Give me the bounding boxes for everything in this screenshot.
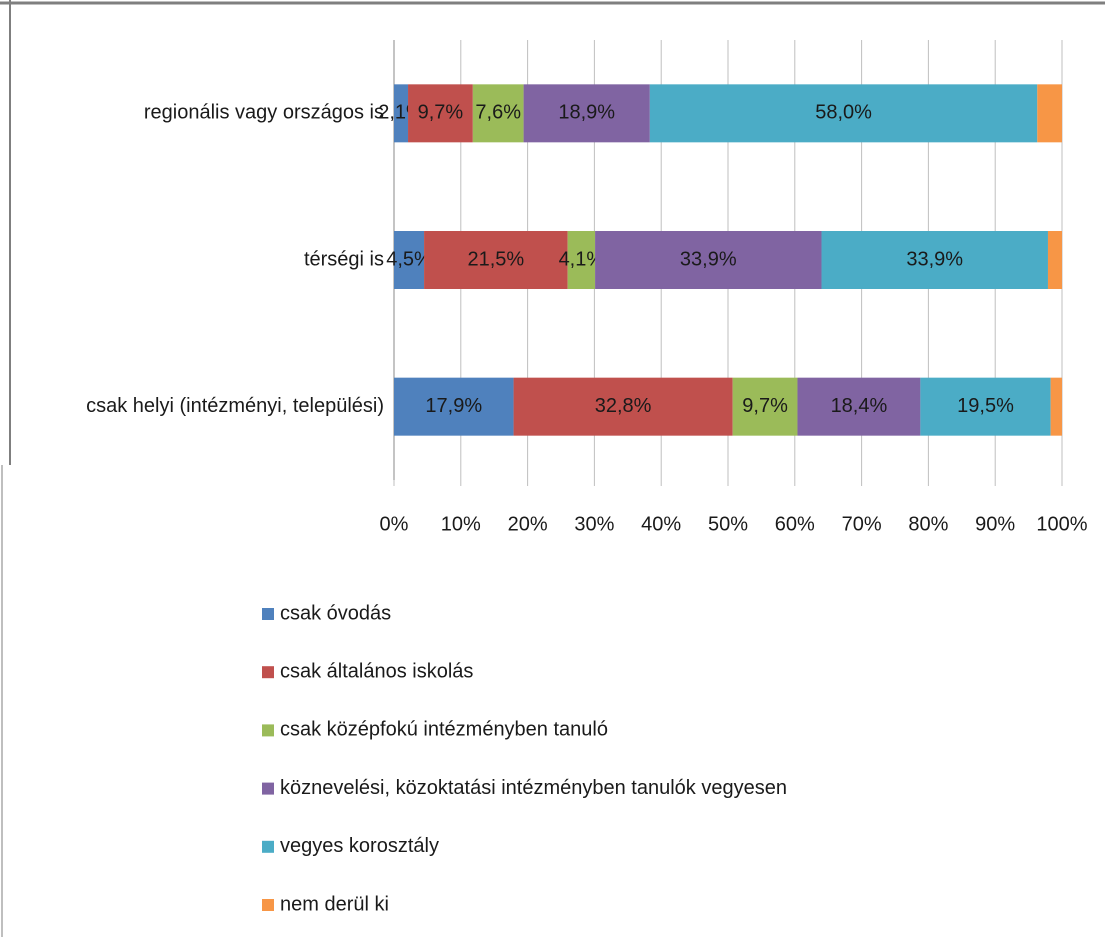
bar-segment bbox=[595, 231, 822, 289]
bar-segment bbox=[408, 84, 473, 143]
bar-segment bbox=[797, 377, 921, 436]
x-tick-label: 100% bbox=[1036, 513, 1087, 535]
legend-label: nem derül ki bbox=[280, 893, 389, 915]
data-label: 32,8% bbox=[595, 395, 652, 417]
x-tick-label: 60% bbox=[775, 513, 815, 535]
y-tick-label: regionális vagy országos is bbox=[144, 102, 384, 124]
data-label: 19,5% bbox=[957, 395, 1014, 417]
data-label: 17,9% bbox=[425, 395, 482, 417]
data-label: 9,7% bbox=[742, 395, 788, 417]
bar-segment bbox=[523, 84, 650, 143]
legend-swatch bbox=[262, 724, 274, 737]
bar-segment bbox=[394, 377, 514, 436]
bar-segment bbox=[1037, 84, 1062, 143]
bar-segment bbox=[513, 377, 733, 436]
bar-segment bbox=[472, 84, 524, 143]
bar-segment bbox=[732, 377, 798, 436]
x-tick-label: 20% bbox=[508, 513, 548, 535]
x-tick-label: 40% bbox=[641, 513, 681, 535]
legend-swatch bbox=[262, 782, 274, 795]
data-label: 21,5% bbox=[468, 248, 525, 270]
data-label: 33,9% bbox=[680, 248, 737, 270]
x-tick-label: 70% bbox=[842, 513, 882, 535]
bar-segment bbox=[821, 231, 1048, 289]
legend-swatch bbox=[262, 666, 274, 679]
data-label: 58,0% bbox=[815, 102, 872, 124]
data-label: 4,5% bbox=[386, 248, 432, 270]
x-tick-label: 90% bbox=[975, 513, 1015, 535]
legend-label: vegyes korosztály bbox=[280, 835, 439, 857]
data-label: 9,7% bbox=[418, 102, 464, 124]
data-label: 18,9% bbox=[558, 102, 615, 124]
x-tick-label: 10% bbox=[441, 513, 481, 535]
legend-label: csak általános iskolás bbox=[280, 660, 473, 682]
y-tick-label: csak helyi (intézményi, települési) bbox=[86, 395, 384, 417]
bar-segment bbox=[567, 231, 596, 289]
data-label: 18,4% bbox=[831, 395, 888, 417]
x-tick-label: 80% bbox=[908, 513, 948, 535]
legend-label: csak középfokú intézményben tanuló bbox=[280, 719, 608, 741]
bar-segment bbox=[1050, 377, 1062, 436]
bar-segment bbox=[649, 84, 1038, 143]
x-tick-label: 30% bbox=[574, 513, 614, 535]
bar-segment bbox=[424, 231, 568, 289]
bar-segment bbox=[394, 84, 409, 143]
legend-label: köznevelési, közoktatási intézményben ta… bbox=[280, 777, 787, 799]
y-tick-label: térségi is bbox=[304, 248, 384, 270]
data-label: 7,6% bbox=[475, 102, 521, 124]
data-label: 33,9% bbox=[906, 248, 963, 270]
data-label: 4,1% bbox=[559, 248, 605, 270]
bar-segment bbox=[394, 231, 425, 289]
bar-segment bbox=[920, 377, 1051, 436]
legend-swatch bbox=[262, 608, 274, 620]
legend-label: csak óvodás bbox=[280, 602, 391, 624]
x-tick-label: 50% bbox=[708, 513, 748, 535]
x-tick-label: 0% bbox=[380, 513, 409, 535]
bar-segment bbox=[1047, 231, 1062, 289]
legend-swatch bbox=[262, 899, 274, 911]
legend-swatch bbox=[262, 840, 274, 853]
